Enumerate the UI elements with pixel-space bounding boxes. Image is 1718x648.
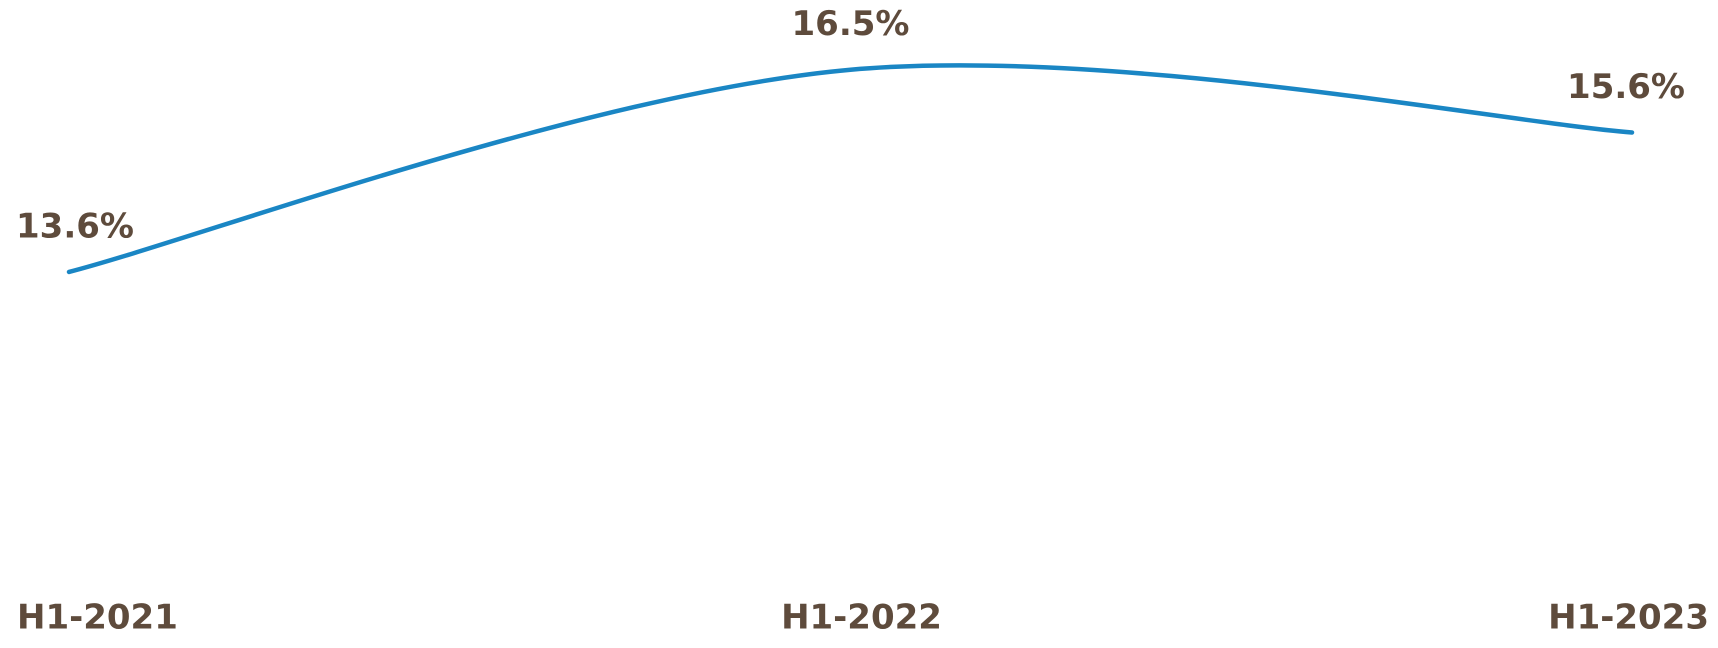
x-tick-label: H1-2022 — [781, 598, 942, 638]
data-label: 15.6% — [1567, 67, 1685, 107]
line — [66, 63, 1635, 275]
x-tick-label: H1-2023 — [1548, 598, 1709, 638]
data-label: 16.5% — [792, 4, 910, 44]
x-tick-label: H1-2021 — [17, 598, 178, 638]
data-label: 13.6% — [16, 206, 134, 246]
